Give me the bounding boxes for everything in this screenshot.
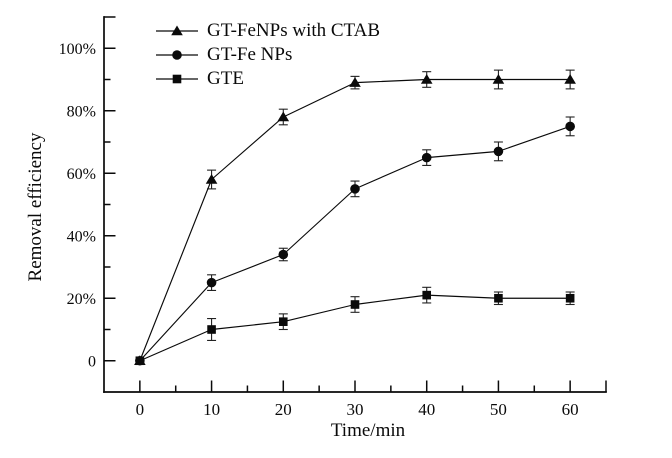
circle-marker [565,121,575,132]
triangle-marker [277,111,290,122]
triangle-marker [420,74,433,84]
y-tick-label: 20% [67,291,96,308]
square-marker [350,300,360,309]
square-marker [135,356,145,366]
y-tick-label: 40% [67,228,96,245]
legend-triangle-marker-icon [156,25,198,36]
circle-marker [493,146,504,157]
y-tick-label: 80% [67,103,96,120]
x-axis-title: Time/min [330,420,406,441]
y-tick-label: 60% [67,166,96,183]
circle-marker [350,184,360,194]
series-line [139,125,571,362]
x-tick-label: 30 [347,400,364,419]
legend-label: GT-Fe NPs [207,44,293,65]
legend-item-gt-fe-nps: GT-Fe NPs [156,43,380,67]
square-marker [494,293,503,303]
square-marker [565,293,575,303]
series-gt-fenps-with-ctab [134,69,576,365]
ticks [104,16,607,392]
legend-item-gt-fenps-with-ctab: GT-FeNPs with CTAB [156,19,380,43]
legend-label: GTE [207,68,244,89]
triangle-marker [205,174,218,184]
series-gte [135,286,575,366]
square-marker [422,290,432,300]
square-marker [207,325,216,334]
legend-circle-marker-icon [156,50,198,60]
triangle-marker [564,74,576,84]
square-marker [278,317,288,326]
x-tick-label: 10 [203,400,220,419]
series-line [139,78,571,361]
x-tick-label: 40 [418,400,435,419]
error-bars [207,116,575,291]
error-bars [207,286,575,341]
triangle-marker [171,25,183,36]
circle-marker [206,277,217,288]
circle-marker [421,152,432,163]
triangle-marker [349,77,361,87]
y-tick-label: 100% [59,41,96,58]
series-gt-fe-nps [135,116,575,366]
legend-label: GT-FeNPs with CTAB [207,20,381,41]
legend-square-marker-icon [156,74,198,84]
y-tick-label: 0 [88,353,96,370]
triangle-marker [492,74,505,84]
square-marker [172,74,182,84]
x-tick-label: 0 [136,400,145,419]
legend: GT-FeNPs with CTAB GT-Fe NPs GTE [156,19,380,91]
circle-marker [278,249,289,260]
x-tick-label: 60 [562,400,579,419]
x-tick-label: 50 [490,400,507,419]
legend-item-gte: GTE [156,67,380,91]
y-axis-title: Removal efficiency [25,132,46,282]
circle-marker [172,50,182,60]
x-tick-label: 20 [275,400,292,419]
